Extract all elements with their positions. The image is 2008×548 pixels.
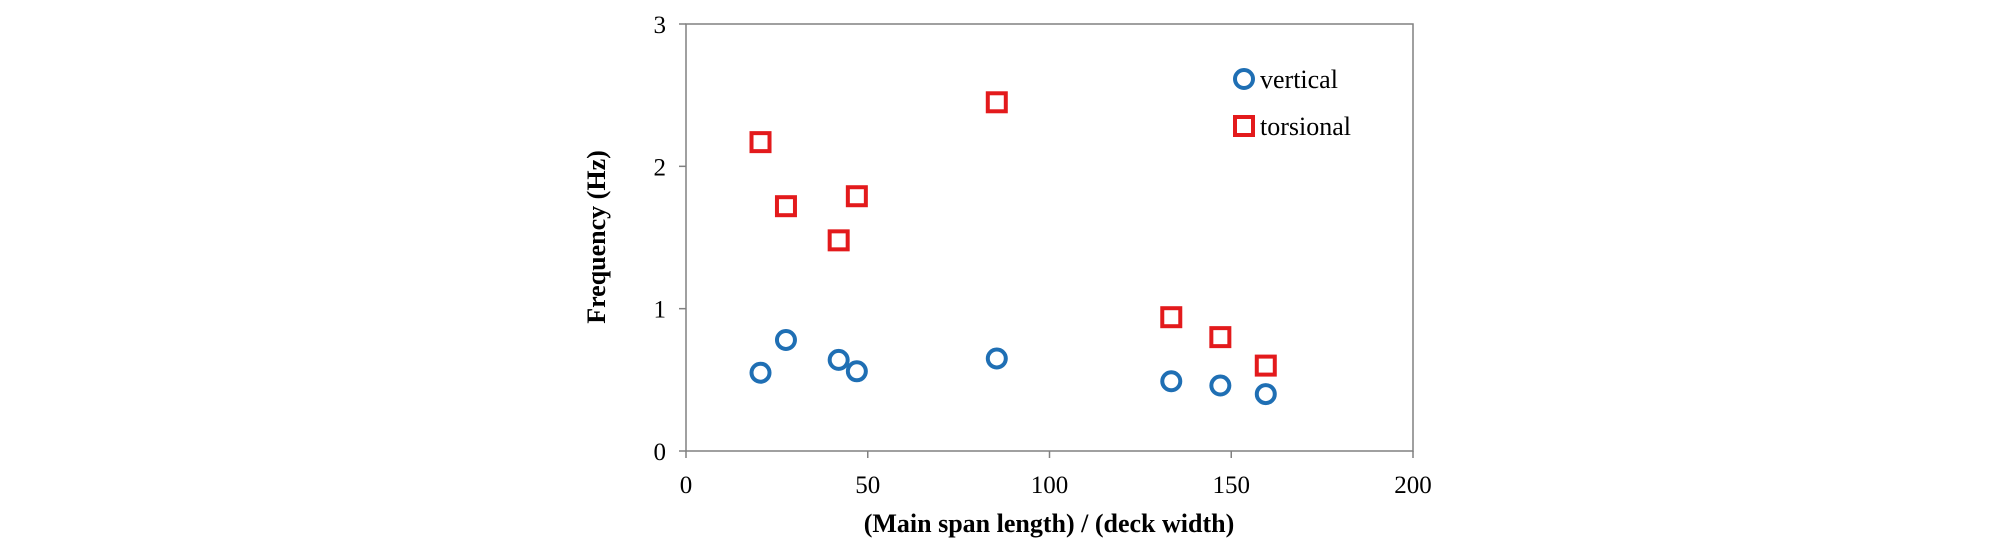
torsional-point [985, 91, 1008, 114]
vertical-point [845, 360, 868, 383]
torsional-point [1209, 326, 1232, 349]
data-markers [749, 91, 1277, 406]
y-tick-label: 2 [654, 154, 667, 181]
x-tick-label: 0 [680, 472, 693, 499]
torsional-point [1254, 354, 1277, 377]
y-tick-label: 0 [654, 439, 667, 466]
legend: vertical torsional [1233, 65, 1351, 141]
y-axis: 0 1 2 3 [654, 12, 686, 466]
x-tick-label: 100 [1031, 472, 1069, 499]
legend-torsional-marker [1233, 115, 1255, 137]
x-tick-label: 50 [855, 472, 880, 499]
x-axis: 0 50 100 150 200 [680, 451, 1432, 499]
vertical-point [827, 348, 850, 371]
torsional-point [827, 229, 850, 252]
legend-torsional-label: torsional [1260, 112, 1351, 141]
torsional-point [1160, 306, 1183, 329]
y-tick-label: 1 [654, 297, 667, 324]
vertical-point [1209, 374, 1232, 397]
x-tick-label: 200 [1394, 472, 1432, 499]
y-tick-label: 3 [654, 12, 667, 39]
x-tick-label: 150 [1213, 472, 1251, 499]
legend-vertical-marker [1233, 68, 1255, 90]
vertical-point [1160, 370, 1183, 393]
y-axis-title: Frequency (Hz) [582, 150, 611, 324]
torsional-point [749, 131, 772, 154]
legend-vertical-label: vertical [1260, 65, 1338, 94]
x-axis-title: (Main span length) / (deck width) [864, 509, 1235, 538]
vertical-point [749, 361, 772, 384]
vertical-point [985, 347, 1008, 370]
torsional-point [845, 185, 868, 208]
torsional-point [774, 195, 797, 218]
vertical-point [1254, 383, 1277, 406]
vertical-point [774, 328, 797, 351]
